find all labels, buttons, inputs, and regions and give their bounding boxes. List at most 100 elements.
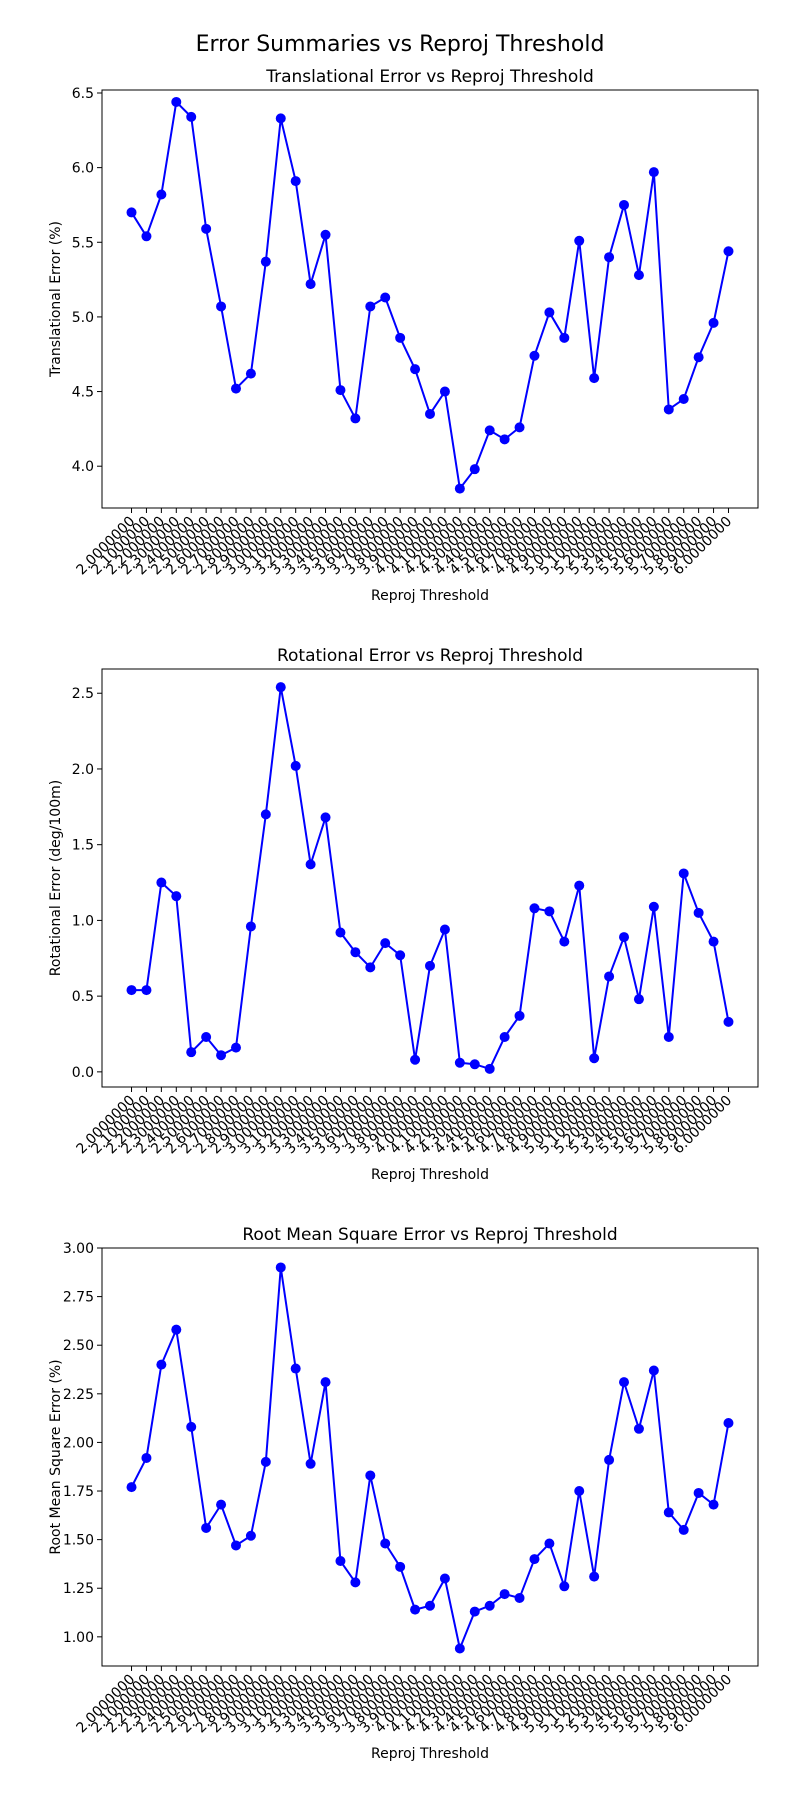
data-point bbox=[425, 960, 435, 971]
data-point bbox=[186, 111, 197, 122]
data-point bbox=[633, 994, 644, 1005]
data-point bbox=[201, 1032, 212, 1043]
data-point bbox=[648, 901, 659, 912]
x-axis-label: Reproj Threshold bbox=[371, 588, 489, 604]
data-point bbox=[395, 950, 406, 961]
y-tick-label: 2.75 bbox=[63, 1290, 94, 1306]
data-point bbox=[574, 1486, 585, 1497]
data-point bbox=[514, 422, 525, 433]
y-tick-label: 1.0 bbox=[72, 913, 94, 929]
data-point bbox=[305, 1458, 316, 1469]
y-tick-label: 6.0 bbox=[72, 161, 94, 177]
data-point bbox=[395, 332, 406, 343]
data-point bbox=[141, 1452, 152, 1463]
data-point bbox=[469, 464, 480, 475]
data-point bbox=[529, 1554, 540, 1565]
data-point bbox=[275, 1262, 286, 1273]
data-point bbox=[514, 1592, 525, 1603]
data-point bbox=[260, 809, 271, 820]
data-point bbox=[723, 1016, 734, 1027]
data-point bbox=[484, 425, 495, 436]
data-point bbox=[604, 971, 615, 982]
y-tick-label: 3.00 bbox=[63, 1241, 94, 1257]
data-point bbox=[589, 373, 600, 384]
data-point bbox=[186, 1421, 197, 1432]
data-point bbox=[365, 962, 376, 973]
data-point bbox=[544, 906, 555, 917]
data-point bbox=[245, 921, 256, 932]
y-tick-label: 0.5 bbox=[72, 989, 94, 1005]
data-point bbox=[693, 907, 704, 918]
data-point bbox=[335, 1556, 346, 1567]
series-line bbox=[131, 686, 730, 1070]
data-point bbox=[633, 270, 644, 281]
data-point bbox=[350, 1577, 361, 1588]
data-point bbox=[216, 301, 227, 312]
series-line bbox=[130, 100, 730, 490]
plot-frame bbox=[101, 1247, 759, 1667]
y-tick-label: 6.5 bbox=[72, 86, 94, 102]
chart-2: Rotational Error vs Reproj Threshold 0.0 0… bbox=[48, 646, 759, 1183]
data-point bbox=[126, 1482, 137, 1493]
y-tick-label: 1.50 bbox=[63, 1533, 94, 1549]
data-point bbox=[156, 189, 167, 200]
data-point bbox=[648, 167, 659, 178]
data-point bbox=[410, 1054, 421, 1065]
data-point bbox=[663, 404, 674, 415]
y-tick-label: 5.5 bbox=[72, 235, 94, 251]
data-point bbox=[126, 207, 137, 218]
data-point bbox=[260, 1456, 271, 1467]
y-tick-label: 2.00 bbox=[63, 1435, 94, 1451]
chart-3: Root Mean Square Error vs Reproj Thresho… bbox=[48, 1225, 759, 1762]
data-point bbox=[290, 176, 301, 187]
data-point bbox=[678, 1524, 689, 1535]
data-point bbox=[663, 1507, 674, 1518]
data-point bbox=[678, 394, 689, 405]
data-point bbox=[454, 1057, 465, 1068]
data-point bbox=[678, 868, 689, 879]
y-tick-label: 0.0 bbox=[72, 1065, 94, 1081]
chart-title: Rotational Error vs Reproj Threshold bbox=[277, 646, 583, 666]
data-point bbox=[260, 256, 271, 267]
data-point bbox=[350, 413, 361, 424]
data-point bbox=[723, 246, 734, 257]
data-point bbox=[559, 332, 570, 343]
y-axis-label: Translational Error (%) bbox=[48, 221, 64, 378]
y-tick-label: 2.5 bbox=[72, 686, 94, 702]
data-point bbox=[171, 1324, 182, 1335]
x-axis-label: Reproj Threshold bbox=[371, 1167, 489, 1183]
data-point bbox=[216, 1050, 227, 1061]
plot-frame bbox=[101, 89, 759, 509]
data-point bbox=[708, 1499, 719, 1510]
data-point bbox=[559, 1581, 570, 1592]
data-point bbox=[708, 317, 719, 328]
plot-frame bbox=[101, 668, 759, 1088]
data-point bbox=[425, 408, 435, 419]
data-point bbox=[335, 927, 346, 938]
y-tick-label: 2.0 bbox=[72, 762, 94, 778]
data-point bbox=[425, 1600, 435, 1611]
data-point bbox=[529, 350, 540, 361]
data-point bbox=[484, 1063, 495, 1074]
y-tick-label: 1.25 bbox=[63, 1581, 94, 1597]
data-point bbox=[290, 760, 301, 771]
data-point bbox=[723, 1417, 734, 1428]
data-point bbox=[559, 936, 570, 947]
data-point bbox=[619, 932, 630, 943]
data-point bbox=[275, 682, 286, 693]
data-point bbox=[410, 1604, 421, 1615]
data-point bbox=[514, 1010, 525, 1021]
data-point bbox=[633, 1423, 644, 1434]
data-point bbox=[230, 383, 241, 394]
data-point bbox=[619, 199, 630, 210]
data-point bbox=[499, 434, 510, 445]
data-point bbox=[589, 1571, 600, 1582]
data-point bbox=[574, 880, 585, 891]
x-axis-label: Reproj Threshold bbox=[371, 1746, 489, 1762]
data-point bbox=[290, 1363, 301, 1374]
data-point bbox=[320, 229, 331, 240]
data-point bbox=[275, 113, 286, 124]
y-tick-label: 1.00 bbox=[63, 1630, 94, 1646]
data-point bbox=[589, 1053, 600, 1064]
